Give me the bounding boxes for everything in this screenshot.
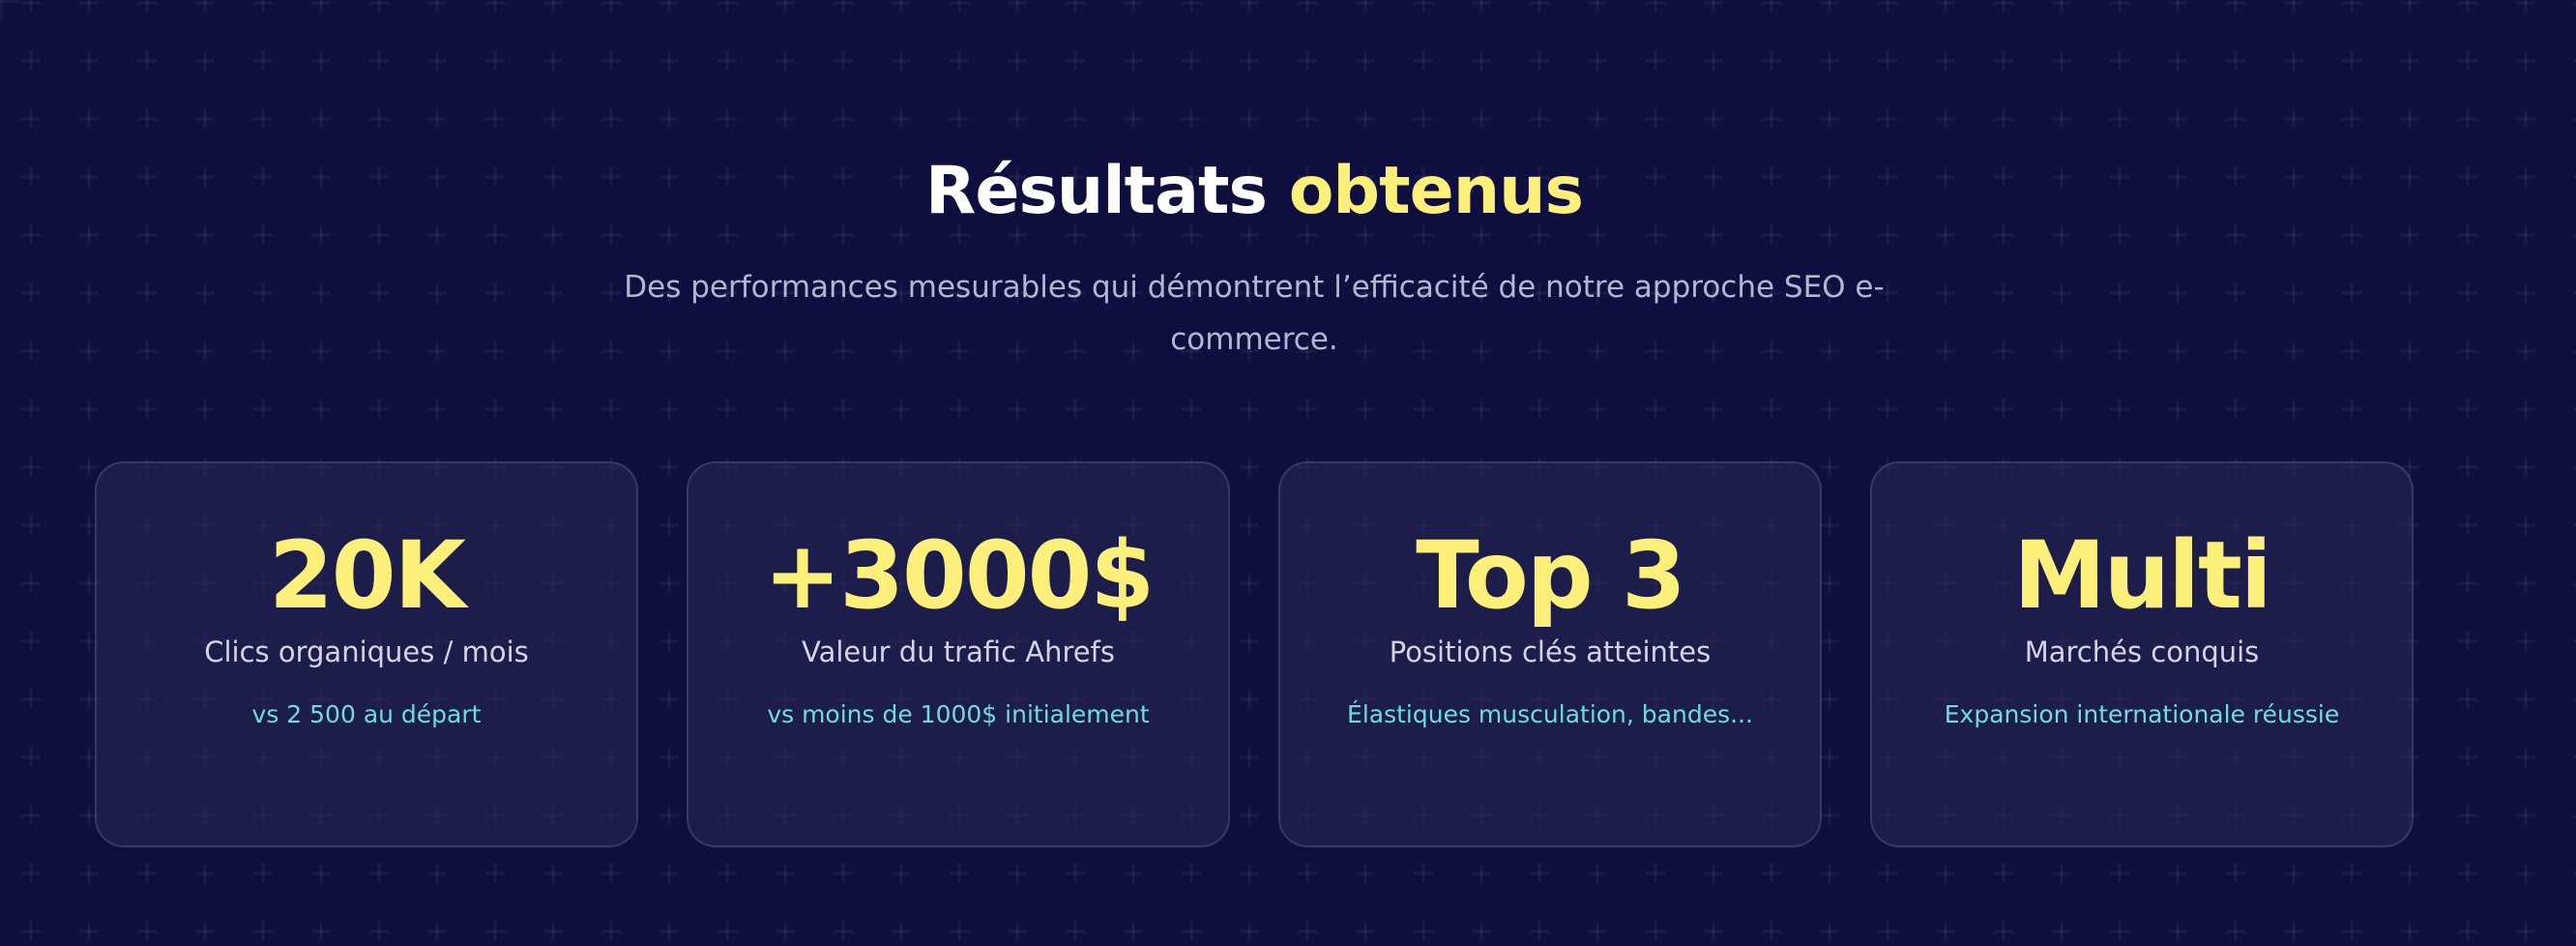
section-subtitle: Des performances mesurables qui démontre… xyxy=(624,270,1885,357)
stat-label: Valeur du trafic Ahrefs xyxy=(802,636,1115,668)
stat-note: vs 2 500 au départ xyxy=(251,700,482,728)
stat-card-clicks: 20K Clics organiques / mois vs 2 500 au … xyxy=(95,461,638,847)
stat-label: Marchés conquis xyxy=(2024,636,2260,668)
stat-value: Multi xyxy=(2013,521,2272,630)
stat-value: 20K xyxy=(269,521,466,630)
stat-card-markets: Multi Marchés conquis Expansion internat… xyxy=(1870,461,2414,847)
stat-note: vs moins de 1000$ initialement xyxy=(767,700,1150,728)
stat-card-traffic-value: +3000$ Valeur du trafic Ahrefs vs moins … xyxy=(687,461,1230,847)
stat-value: +3000$ xyxy=(763,521,1155,630)
stat-note: Élastiques musculation, bandes... xyxy=(1347,700,1753,728)
stat-note: Expansion internationale réussie xyxy=(1944,700,2340,728)
stat-value: Top 3 xyxy=(1416,521,1686,630)
stat-label: Clics organiques / mois xyxy=(204,636,529,668)
section-title: Résultats obtenus xyxy=(0,153,2508,229)
stats-cards: 20K Clics organiques / mois vs 2 500 au … xyxy=(95,461,2414,847)
stat-card-positions: Top 3 Positions clés atteintes Élastique… xyxy=(1278,461,1822,847)
stat-label: Positions clés atteintes xyxy=(1389,636,1712,668)
title-accent: obtenus xyxy=(1288,153,1584,229)
title-main: Résultats xyxy=(924,153,1268,229)
